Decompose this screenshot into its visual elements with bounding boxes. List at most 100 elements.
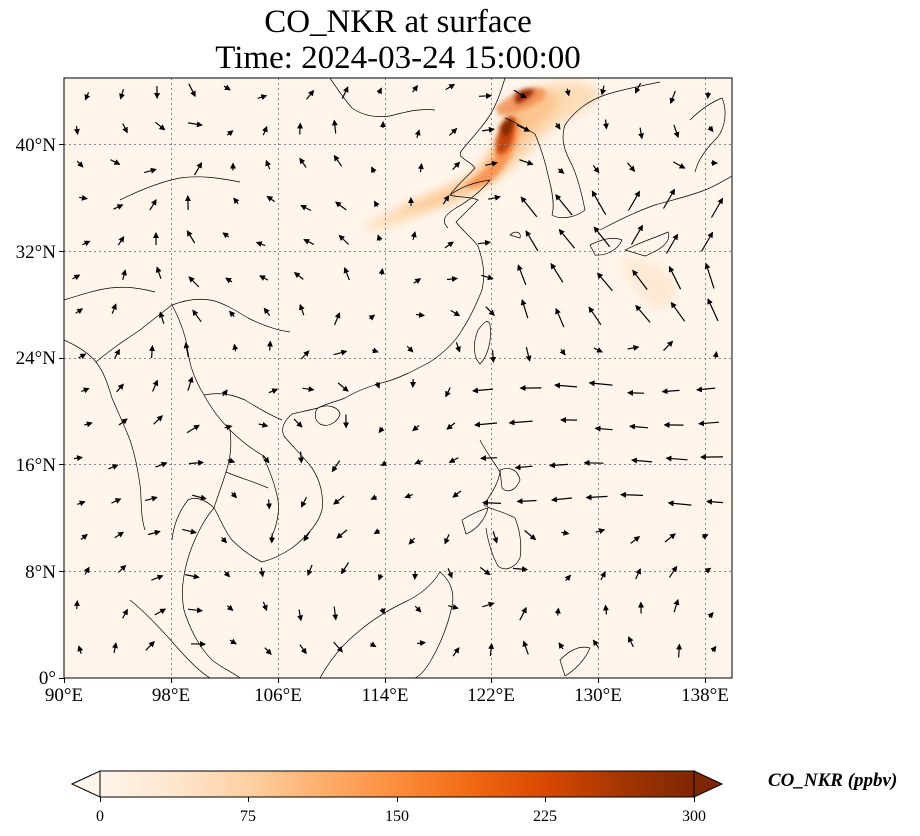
wind-arrow [297,122,304,135]
wind-arrow [488,643,495,657]
wind-arrow [516,124,531,132]
wind-arrow [628,636,634,648]
wind-arrow [513,89,527,99]
wind-arrow [145,495,158,502]
wind-arrow [293,271,304,280]
colorbar-tick-label: 0 [96,808,104,825]
wind-arrow [594,425,613,432]
wind-arrow [117,564,127,573]
wind-arrow [520,298,529,319]
wind-arrow [152,379,159,392]
wind-arrow [477,239,491,246]
x-tick-label: 130°E [574,685,622,706]
wind-arrow [712,351,719,359]
wind-arrow [227,457,236,464]
wind-arrow [299,157,307,168]
y-tick-label: 40°N [16,135,57,156]
wind-arrow [700,231,714,252]
wind-arrow [524,530,537,541]
wind-arrow [482,499,502,506]
wind-arrow [602,119,609,130]
wind-arrow [265,159,271,170]
wind-arrow [516,498,537,505]
wind-arrow [340,562,350,575]
wind-arrow [300,204,312,212]
wind-arrow [80,533,88,540]
wind-arrow [411,85,418,93]
wind-arrow [158,311,165,324]
wind-arrow [182,528,197,535]
wind-arrow [661,388,680,395]
wind-arrow [673,161,686,169]
wind-arrow [333,154,343,167]
wind-arrow [472,387,494,394]
wind-arrow [226,130,234,137]
wind-arrow [663,340,674,352]
wind-arrow [704,262,715,289]
wind-arrow [448,457,459,463]
wind-arrow [417,163,424,173]
wind-arrow [485,306,495,317]
colorbar-extend-low [70,770,101,798]
wind-arrow [378,268,385,276]
wind-arrow [333,349,348,356]
wind-arrow [487,194,501,201]
wind-arrow [369,641,377,648]
wind-arrow [118,418,128,426]
wind-arrow [630,535,641,544]
wind-arrow [114,348,120,359]
wind-arrow [268,388,279,394]
wind-arrow [480,455,498,462]
wind-arrow [600,571,606,581]
wind-arrow [343,266,350,281]
wind-arrow [303,239,315,245]
wind-arrow [187,376,194,391]
wind-arrow [559,348,566,356]
wind-arrow [596,272,613,292]
wind-arrow [222,232,230,239]
wind-arrow [406,345,414,353]
wind-arrow [665,233,679,254]
wind-arrow [373,528,381,535]
wind-arrow [404,492,413,499]
wind-arrow [593,347,604,353]
y-tick-label: 16°N [16,455,57,476]
wind-arrow [447,568,453,579]
wind-arrow [223,84,231,91]
wind-arrow [448,127,458,136]
wind-arrow [154,608,167,616]
wind-arrow [333,312,341,326]
wind-arrow [193,162,203,176]
wind-arrow [331,119,338,134]
wind-arrow [445,83,456,91]
wind-arrow [707,611,714,619]
wind-arrow [112,642,118,654]
wind-arrow [266,195,276,203]
wind-arrow [155,461,168,468]
wind-arrow [73,600,80,610]
map-subtitle: Time: 2024-03-24 15:00:00 [215,40,581,76]
wind-arrow [620,491,644,498]
wind-arrow [592,165,600,174]
wind-arrow [707,298,719,322]
wind-arrow [558,642,565,650]
wind-arrow [75,308,84,315]
wind-arrow [263,307,271,316]
wind-arrow [77,500,86,507]
wind-arrow [410,231,417,241]
wind-arrow [662,188,676,209]
wind-arrow [306,89,315,100]
y-axis [59,144,64,679]
wind-arrow [113,204,124,210]
wind-arrow [452,647,460,657]
x-tick-label: 114°E [362,685,409,706]
wind-arrow [704,567,712,574]
wind-arrow [338,234,350,245]
wind-arrow [627,162,636,172]
wind-arrow [448,604,459,610]
wind-arrow [302,386,315,393]
wind-arrow [444,534,450,545]
wind-arrow [554,382,578,389]
wind-arrow [155,266,162,279]
wind-arrow [482,601,495,608]
